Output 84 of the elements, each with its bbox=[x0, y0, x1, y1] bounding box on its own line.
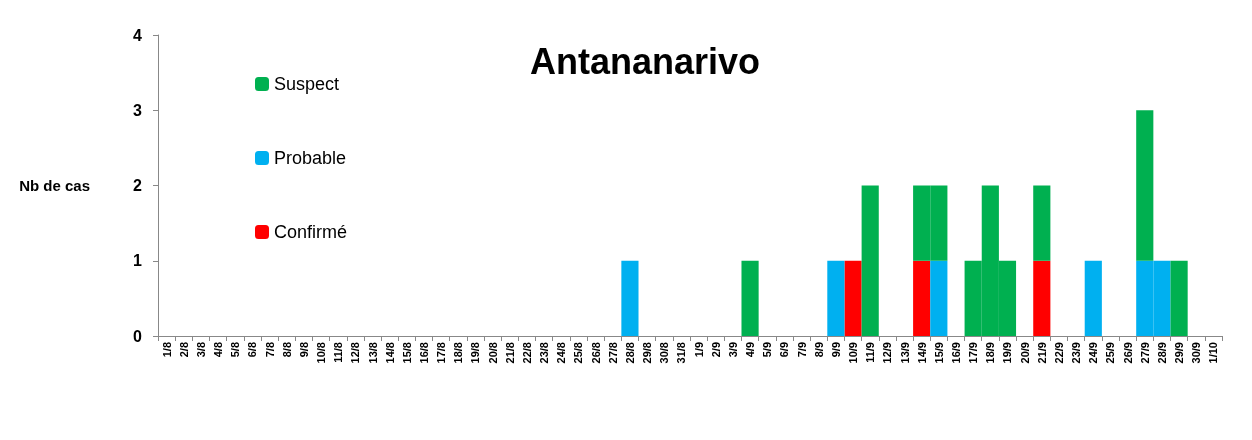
x-tick-label: 19/9 bbox=[1001, 342, 1014, 364]
legend-label: Confirmé bbox=[274, 222, 348, 242]
x-tick-label: 28/8 bbox=[623, 342, 636, 364]
x-tick-label: 18/9 bbox=[984, 342, 997, 364]
bar bbox=[1033, 185, 1051, 261]
x-tick-label: 11/9 bbox=[864, 342, 877, 363]
x-tick-label: 30/9 bbox=[1190, 342, 1203, 364]
x-tick-label: 27/9 bbox=[1138, 342, 1151, 364]
x-tick-label: 14/8 bbox=[383, 342, 396, 364]
bar bbox=[844, 260, 862, 336]
x-tick-label: 14/9 bbox=[915, 342, 928, 364]
bar bbox=[1170, 260, 1188, 336]
x-tick-label: 2/9 bbox=[709, 342, 722, 358]
x-tick-label: 15/8 bbox=[400, 342, 413, 364]
x-tick-label: 11/8 bbox=[332, 342, 345, 363]
bar bbox=[1136, 110, 1154, 261]
x-tick-label: 18/8 bbox=[452, 342, 465, 364]
x-tick-label: 29/9 bbox=[1173, 342, 1186, 364]
x-tick-label: 24/8 bbox=[555, 342, 568, 364]
x-tick-label: 5/9 bbox=[761, 342, 774, 358]
x-tick-label: 20/8 bbox=[486, 342, 499, 364]
x-tick-label: 22/9 bbox=[1052, 342, 1065, 364]
x-tick-label: 1/8 bbox=[160, 342, 173, 358]
x-tick-label: 6/8 bbox=[246, 342, 259, 358]
bar bbox=[1033, 260, 1051, 336]
bar bbox=[930, 260, 948, 336]
x-tick-label: 4/9 bbox=[744, 342, 757, 358]
x-tick-label: 10/8 bbox=[315, 342, 328, 364]
x-tick-label: 26/8 bbox=[589, 342, 602, 364]
x-tick-label: 21/9 bbox=[1035, 342, 1048, 364]
x-tick-label: 13/9 bbox=[898, 342, 911, 364]
x-tick-label: 29/8 bbox=[641, 342, 654, 364]
bar bbox=[741, 260, 759, 336]
x-tick-label: 20/9 bbox=[1018, 342, 1031, 364]
x-tick-label: 10/9 bbox=[847, 342, 860, 364]
x-tick-label: 30/8 bbox=[658, 342, 671, 364]
x-tick-label: 8/9 bbox=[812, 342, 825, 358]
x-tick-label: 3/8 bbox=[194, 342, 207, 358]
x-tick-label: 9/9 bbox=[829, 342, 842, 358]
y-tick-label: 0 bbox=[133, 327, 143, 345]
x-tick-label: 7/8 bbox=[263, 342, 276, 358]
x-tick-label: 7/9 bbox=[795, 342, 808, 358]
y-tick-label: 3 bbox=[133, 101, 143, 119]
y-tick-label: 2 bbox=[133, 177, 143, 194]
x-tick-label: 2/8 bbox=[177, 342, 190, 358]
x-tick-label: 1/10 bbox=[1207, 342, 1220, 364]
x-tick-label: 23/9 bbox=[1070, 342, 1083, 364]
legend-label: Probable bbox=[274, 148, 347, 168]
x-tick-label: 5/8 bbox=[229, 342, 242, 358]
x-tick-label: 4/8 bbox=[212, 342, 225, 358]
x-tick-label: 6/9 bbox=[778, 342, 791, 358]
x-tick-label: 25/9 bbox=[1104, 342, 1117, 364]
bar bbox=[827, 260, 845, 336]
x-tick-label: 21/8 bbox=[503, 342, 516, 364]
x-tick-label: 27/8 bbox=[606, 342, 619, 364]
x-tick-label: 28/9 bbox=[1155, 342, 1168, 364]
x-tick-label: 25/8 bbox=[572, 342, 585, 364]
x-tick-label: 31/8 bbox=[675, 342, 688, 364]
x-tick-label: 12/8 bbox=[349, 342, 362, 364]
x-tick-label: 9/8 bbox=[297, 342, 310, 358]
x-tick-label: 22/8 bbox=[520, 342, 533, 364]
bar bbox=[913, 260, 931, 336]
legend-label: Suspect bbox=[274, 74, 340, 94]
x-tick-label: 16/9 bbox=[950, 342, 962, 364]
x-tick-label: 15/9 bbox=[932, 342, 945, 364]
x-tick-label: 17/9 bbox=[967, 342, 980, 364]
y-tick-label: 1 bbox=[133, 252, 143, 270]
bar bbox=[621, 260, 639, 336]
x-tick-label: 3/9 bbox=[726, 342, 739, 358]
bar bbox=[861, 185, 879, 336]
x-tick-label: 16/8 bbox=[418, 342, 430, 364]
x-tick-label: 26/9 bbox=[1121, 342, 1134, 364]
x-tick-label: 1/9 bbox=[692, 342, 705, 358]
bar bbox=[1084, 260, 1102, 336]
x-tick-label: 23/8 bbox=[538, 342, 551, 364]
x-tick-label: 12/9 bbox=[881, 342, 894, 364]
x-tick-label: 13/8 bbox=[366, 342, 379, 364]
y-axis-title: Nb de cas bbox=[19, 177, 90, 194]
x-tick-label: 24/9 bbox=[1087, 342, 1100, 364]
x-tick-label: 17/8 bbox=[435, 342, 448, 364]
y-tick-label: 4 bbox=[133, 26, 143, 44]
chart-title: Antananarivo bbox=[529, 40, 761, 82]
x-tick-label: 19/8 bbox=[469, 342, 482, 364]
x-tick-label: 8/8 bbox=[280, 342, 293, 358]
